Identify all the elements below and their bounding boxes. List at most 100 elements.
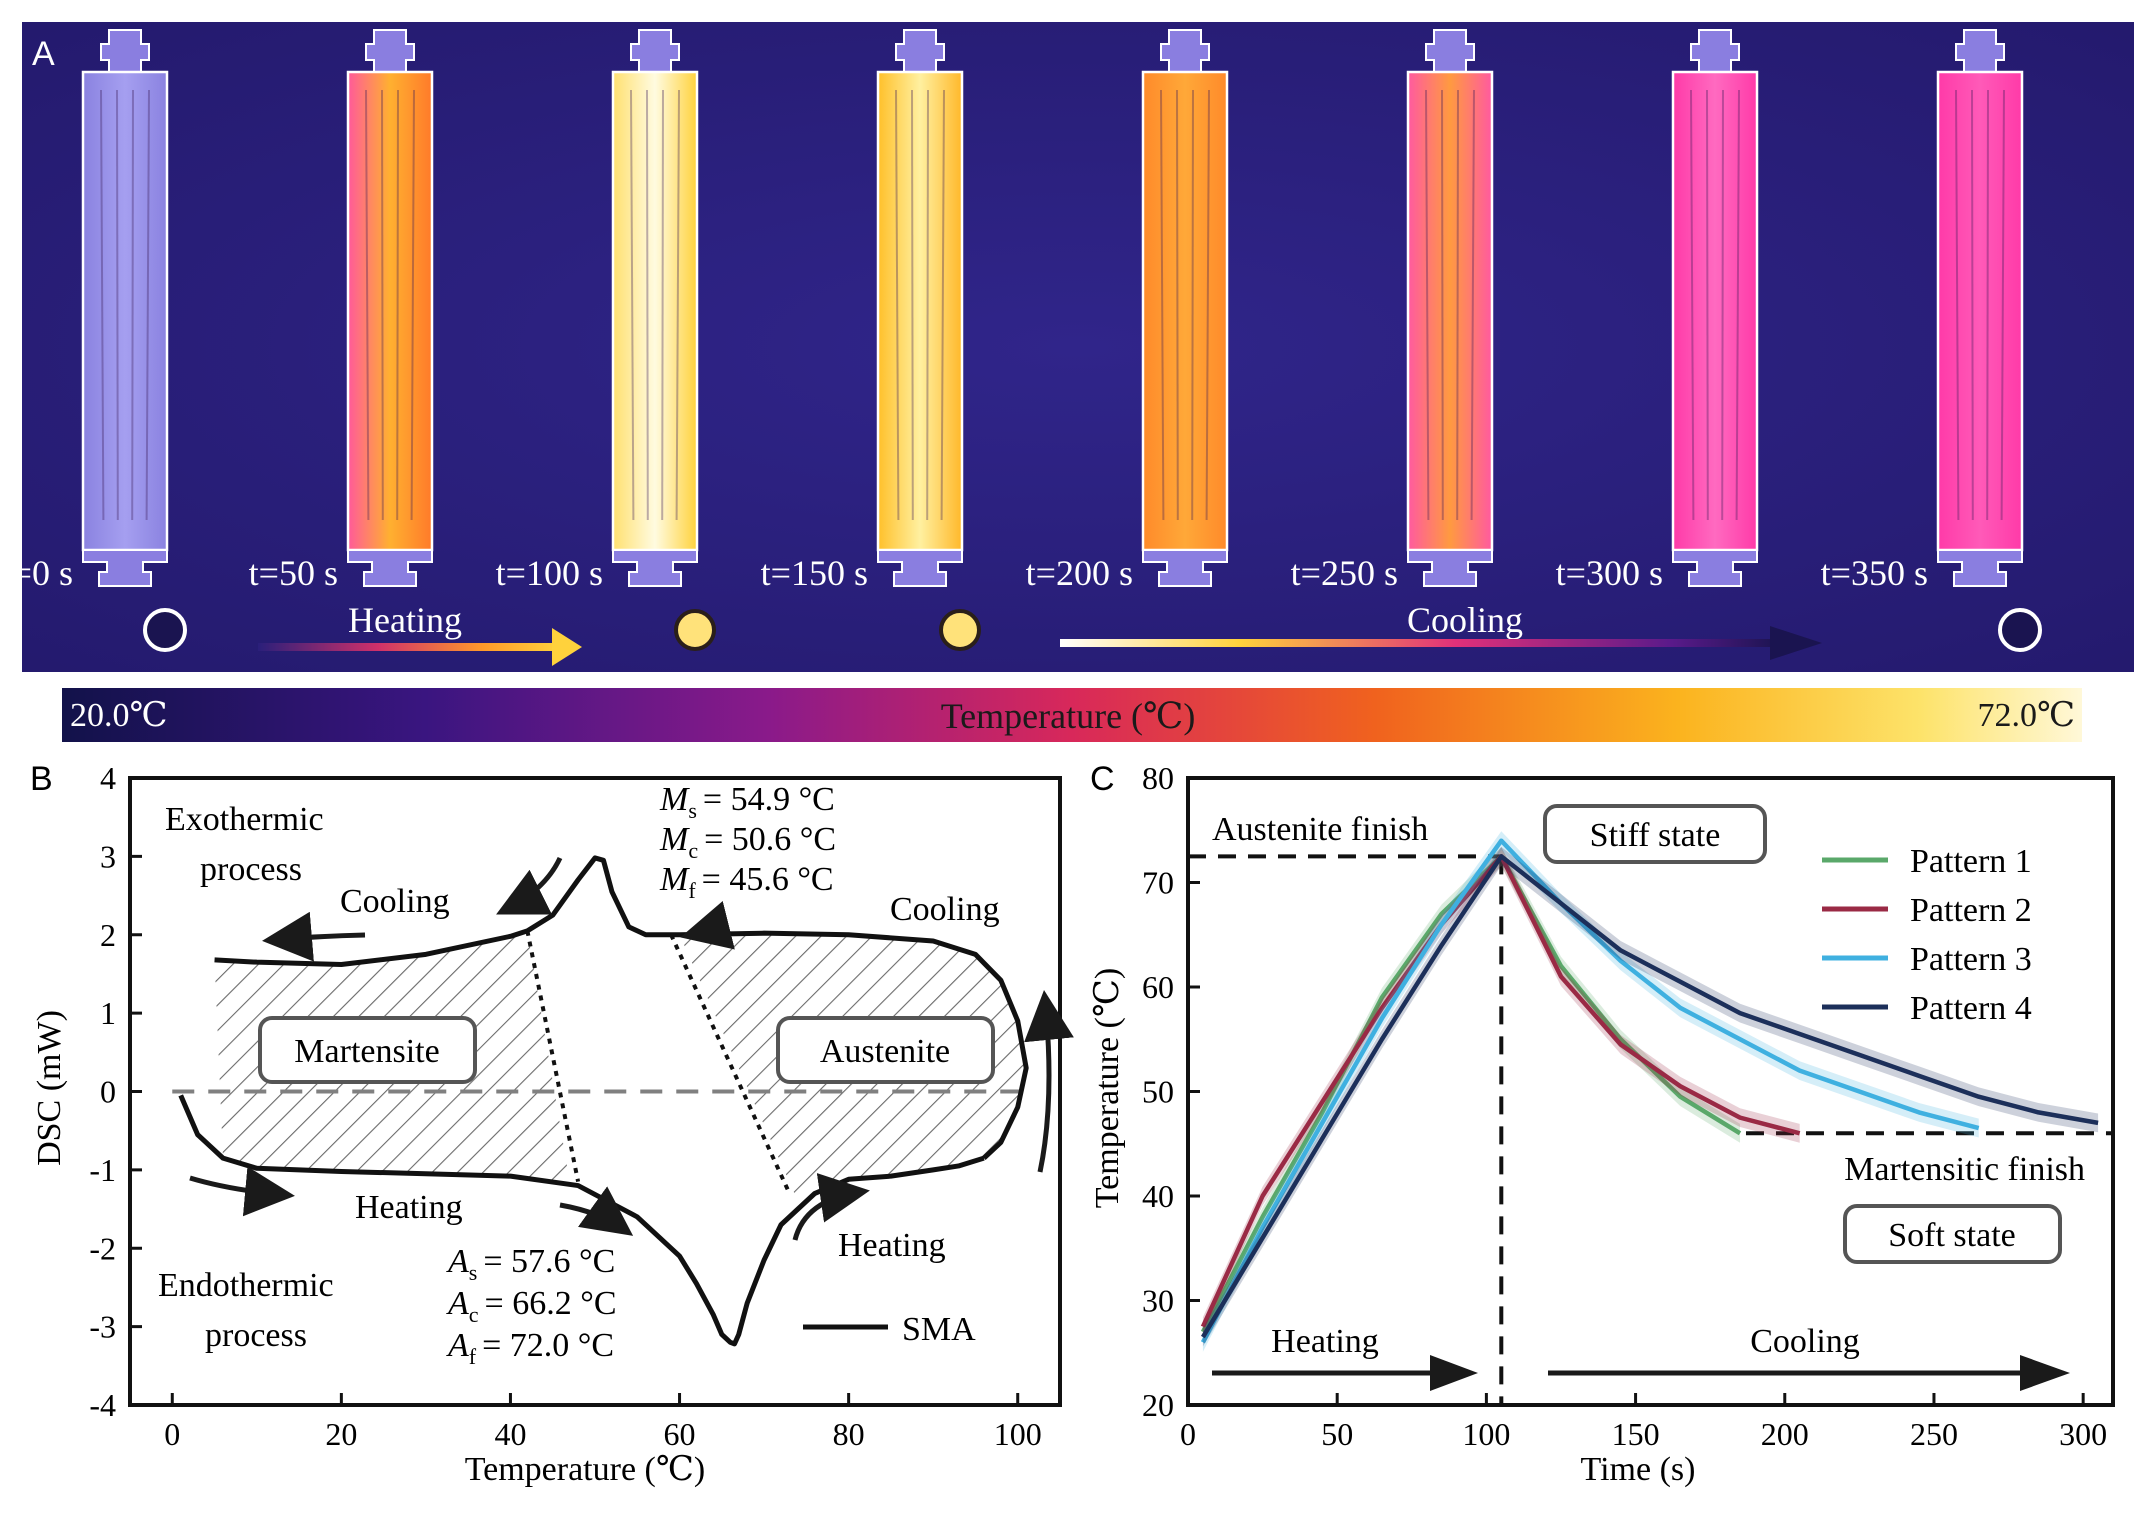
sample-fiber-line bbox=[100, 89, 105, 521]
pattern-line bbox=[1200, 854, 1742, 1333]
cooling-temp-s: Ms = 54.9 °C bbox=[659, 781, 835, 823]
thermal-frame: t=200 s bbox=[1026, 29, 1229, 593]
heating-temp-c: Ac = 66.2 °C bbox=[446, 1285, 617, 1327]
heating-left-label: Heating bbox=[355, 1189, 463, 1226]
sample-fiber-line bbox=[1706, 89, 1709, 521]
temp-plot: Austenite finish Stiff state Martensitic f… bbox=[1188, 804, 2113, 1405]
colorbar: 20.0℃ Temperature (℃) 72.0℃ bbox=[62, 688, 2082, 742]
sample-strip bbox=[346, 70, 434, 552]
cold-state-marker bbox=[143, 608, 187, 652]
legend-label: Pattern 3 bbox=[1910, 941, 2032, 978]
sample-fiber-line bbox=[145, 89, 150, 521]
cooling-temp-c: Mc = 50.6 °C bbox=[659, 821, 836, 863]
sample-fiber-line bbox=[1205, 89, 1210, 521]
sample-top-tab bbox=[1425, 29, 1475, 73]
sample-bottom-tab bbox=[877, 549, 963, 587]
dsc-y-tick-label: -4 bbox=[89, 1387, 116, 1423]
sample-strip bbox=[1936, 70, 2024, 552]
temp-x-tick-label: 0 bbox=[1180, 1416, 1196, 1452]
temperature-time-chart: C 0 50 100 150 200 250 300 20 30 40 50 60 70 80 Auste… bbox=[1089, 760, 2115, 1488]
cooling-temp-f: Mf = 45.6 °C bbox=[659, 861, 834, 903]
temp-x-tick-label: 100 bbox=[1462, 1416, 1510, 1452]
cooling-arrow-mid bbox=[496, 856, 563, 915]
frame-time-label: t=150 s bbox=[761, 553, 868, 593]
heating-label: Heating bbox=[348, 600, 462, 640]
sample-bottom-tab bbox=[612, 549, 698, 587]
thermal-frame: t=150 s bbox=[761, 29, 981, 651]
sample-fiber-line bbox=[1441, 89, 1444, 521]
sample-strip bbox=[1406, 70, 1494, 552]
cooling-arrow-head bbox=[1770, 626, 1822, 660]
colorbar-title: Temperature (℃) bbox=[941, 696, 1196, 736]
cooling-arrow-shaft bbox=[1060, 639, 1780, 647]
sample-strip bbox=[1671, 70, 1759, 552]
sample-fiber-line bbox=[895, 89, 900, 521]
dsc-y-axis-label: DSC (mW) bbox=[31, 1010, 68, 1166]
heating-arrow-head bbox=[1430, 1355, 1478, 1391]
thermal-frames: t=0 s t=50 s t=100 s t=150 s t=200 s t=250 s t… bbox=[2, 29, 2042, 652]
thermal-frame: t=0 s bbox=[2, 29, 187, 652]
sample-fiber-line bbox=[1735, 89, 1740, 521]
dsc-y-tick-label: 1 bbox=[100, 995, 116, 1031]
heating-arrow-head bbox=[552, 628, 582, 666]
stiff-state-label: Stiff state bbox=[1590, 817, 1721, 854]
dsc-y-tick-label: 3 bbox=[100, 838, 116, 874]
sample-fiber-line bbox=[365, 89, 370, 521]
heating-temp-s: As = 57.6 °C bbox=[446, 1243, 615, 1285]
temp-y-tick-label: 60 bbox=[1142, 969, 1174, 1005]
frame-time-label: t=50 s bbox=[249, 553, 338, 593]
martensite-boundary bbox=[525, 930, 581, 1183]
sample-top-tab bbox=[1160, 29, 1210, 73]
heating-arrow-right bbox=[792, 1173, 870, 1241]
thermal-image-panel: A t=0 s t=50 s t=100 s t=150 s t=200 s t=250 … bbox=[2, 22, 2134, 672]
temp-y-axis-label: Temperature (℃) bbox=[1089, 968, 1126, 1208]
dsc-axes: 0 20 40 60 80 100 -4 -3 -2 -1 0 1 2 3 4 bbox=[89, 760, 1062, 1452]
dsc-y-tick-label: -3 bbox=[89, 1309, 116, 1345]
dsc-x-tick-label: 40 bbox=[494, 1416, 526, 1452]
sample-strip bbox=[81, 70, 169, 552]
endothermic-label-line2: process bbox=[205, 1317, 307, 1354]
dsc-plot: Martensite Austenite Exothermic process Endo… bbox=[158, 781, 1074, 1369]
hot-state-marker bbox=[939, 609, 981, 651]
legend-label: Pattern 1 bbox=[1910, 843, 2032, 880]
endothermic-label-line1: Endothermic bbox=[158, 1267, 334, 1304]
sample-bottom-tab bbox=[347, 549, 433, 587]
sample-fiber-line bbox=[1971, 89, 1974, 521]
pattern-error-band bbox=[1202, 846, 1741, 1342]
sample-fiber-line bbox=[630, 89, 635, 521]
sample-strip bbox=[876, 70, 964, 552]
sample-bottom-tab bbox=[1142, 549, 1228, 587]
sample-strip bbox=[611, 70, 699, 552]
thermal-frame: t=100 s bbox=[496, 29, 716, 651]
cooling-label: Cooling bbox=[1750, 1323, 1860, 1360]
heating-label: Heating bbox=[1271, 1323, 1379, 1360]
temp-y-tick-label: 40 bbox=[1142, 1178, 1174, 1214]
panel-a-label: A bbox=[32, 35, 55, 73]
sample-fiber-line bbox=[1191, 89, 1194, 521]
temp-axes: 0 50 100 150 200 250 300 20 30 40 50 60 70 80 bbox=[1142, 760, 2115, 1452]
sample-top-tab bbox=[1690, 29, 1740, 73]
pattern-error-band bbox=[1202, 846, 1800, 1337]
thermal-frame: t=300 s bbox=[1556, 29, 1759, 593]
temp-x-tick-label: 150 bbox=[1612, 1416, 1660, 1452]
pattern-error-band bbox=[1202, 831, 1979, 1352]
thermal-frame: t=250 s bbox=[1291, 29, 1494, 593]
martensite-label-box bbox=[258, 1016, 477, 1084]
frame-time-label: t=350 s bbox=[1821, 553, 1928, 593]
sample-top-tab bbox=[1955, 29, 2005, 73]
sample-fiber-line bbox=[1955, 89, 1960, 521]
dsc-y-tick-label: 0 bbox=[100, 1074, 116, 1110]
temp-y-tick-label: 50 bbox=[1142, 1074, 1174, 1110]
hot-state-marker bbox=[674, 609, 716, 651]
thermal-frame: t=50 s bbox=[249, 29, 434, 593]
pattern-line bbox=[1200, 854, 2099, 1339]
sample-fiber-line bbox=[1986, 89, 1989, 521]
dsc-chart: B 0 20 40 60 80 100 -4 -3 -2 -1 0 1 2 3 4 Martensite Au… bbox=[30, 760, 1074, 1488]
heating-right-label: Heating bbox=[838, 1227, 946, 1264]
dsc-y-tick-label: 2 bbox=[100, 917, 116, 953]
cold-state-marker bbox=[1998, 608, 2042, 652]
sample-fiber-line bbox=[646, 89, 649, 521]
sample-fiber-line bbox=[940, 89, 945, 521]
heating-arrow-mid bbox=[559, 1186, 634, 1236]
austenite-label: Austenite bbox=[820, 1033, 950, 1070]
